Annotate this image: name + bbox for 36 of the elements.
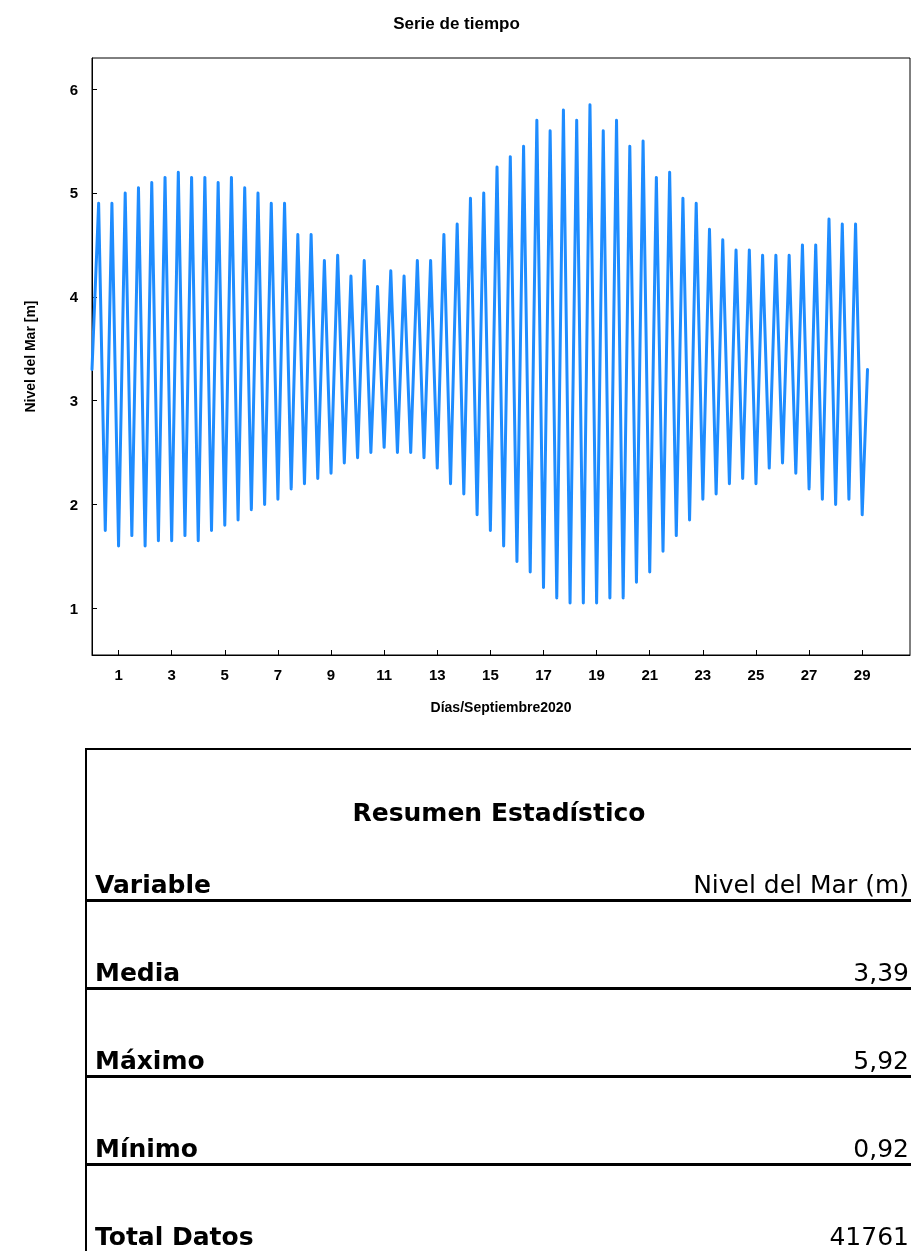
x-tick-label: 29 bbox=[853, 666, 871, 683]
category-label: Media bbox=[95, 958, 181, 987]
text: 5,92 bbox=[853, 1046, 909, 1075]
x-tick-label: 15 bbox=[482, 666, 499, 683]
x-tick-label: 11 bbox=[376, 666, 393, 683]
text: 0,92 bbox=[853, 1134, 909, 1163]
x-tick-label: 1 bbox=[114, 666, 123, 683]
line-series bbox=[90, 103, 870, 605]
y-tick-label: 3 bbox=[69, 392, 78, 410]
x-tick-label: 17 bbox=[535, 666, 552, 683]
chart-title: Serie de tiempo bbox=[393, 14, 520, 33]
y-tick-label: 1 bbox=[69, 599, 78, 617]
x-tick-label: 21 bbox=[641, 666, 659, 683]
text: Resumen Estadístico bbox=[351, 798, 647, 829]
x-tick-label: 25 bbox=[747, 666, 765, 683]
category-label: Total Datos bbox=[95, 1222, 254, 1251]
x-tick-label: 5 bbox=[220, 666, 229, 683]
category-label: Mínimo bbox=[95, 1134, 199, 1163]
x-tick-label: 19 bbox=[588, 666, 605, 683]
text: 41761 bbox=[829, 1222, 909, 1251]
text: Nivel del Mar (m) bbox=[693, 870, 909, 899]
y-tick-label: 6 bbox=[69, 80, 78, 98]
x-axis-title: Días/Septiembre2020 bbox=[430, 699, 572, 715]
y-axis-title: Nivel del Mar [m] bbox=[22, 300, 38, 413]
x-tick-label: 23 bbox=[694, 666, 712, 683]
x-tick-label: 13 bbox=[428, 666, 446, 683]
x-tick-label: 7 bbox=[273, 666, 283, 683]
y-tick-label: 5 bbox=[69, 184, 78, 202]
y-tick-label: 4 bbox=[69, 288, 79, 306]
x-tick-label: 27 bbox=[800, 666, 818, 683]
text: Variable bbox=[95, 870, 212, 899]
category-label: Máximo bbox=[95, 1046, 205, 1075]
y-tick-label: 2 bbox=[69, 495, 78, 513]
x-tick-label: 3 bbox=[167, 666, 176, 683]
x-tick-label: 9 bbox=[326, 666, 336, 683]
text: 3,39 bbox=[853, 958, 909, 987]
